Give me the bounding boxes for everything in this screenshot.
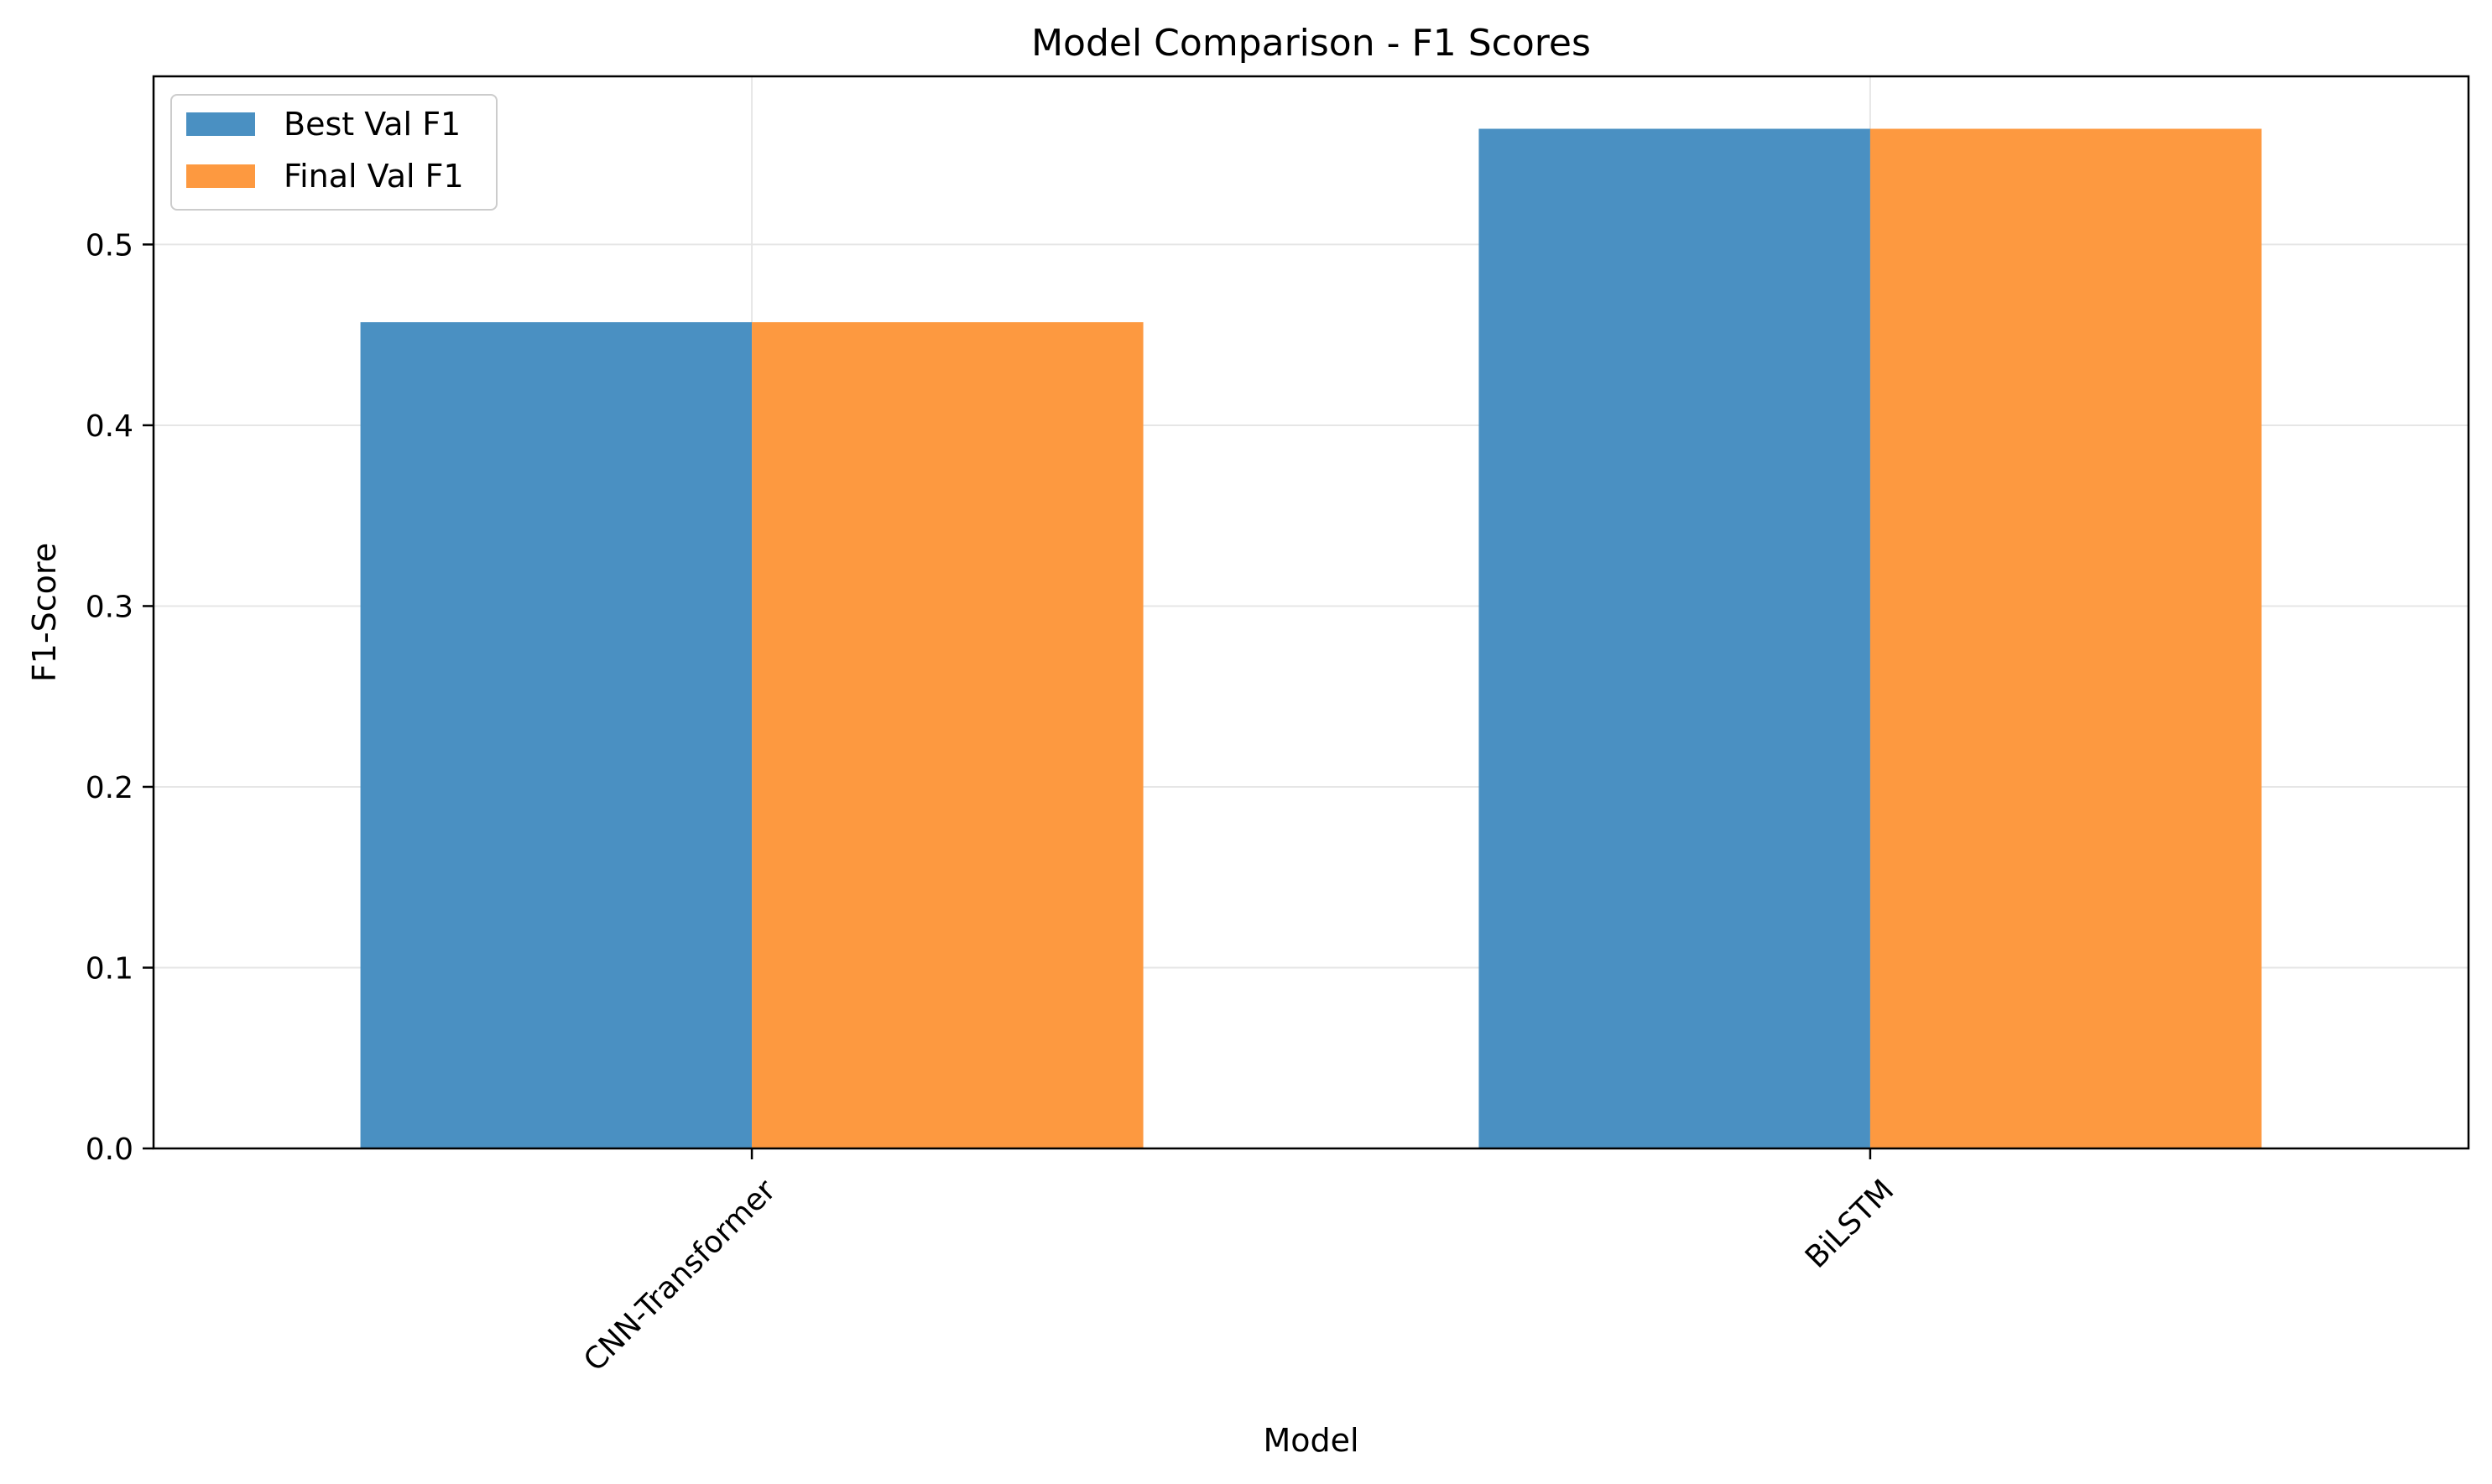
y-tick-label: 0.5 (86, 228, 133, 263)
legend-swatch-best-val-f1 (186, 112, 255, 136)
bar-best-val-f1-bilstm (1478, 128, 1870, 1149)
y-axis-ticks: 0.0 0.1 0.2 0.3 0.4 0.5 (86, 228, 154, 1167)
legend: Best Val F1 Final Val F1 (170, 94, 498, 211)
plot-frame (152, 75, 2470, 1150)
bar-final-val-f1-bilstm (1869, 128, 2262, 1149)
y-tick-label: 0.4 (86, 409, 133, 444)
chart-title: Model Comparison - F1 Scores (1031, 22, 1591, 65)
x-axis-label: Model (1263, 1422, 1358, 1459)
y-axis-label: F1-Score (26, 543, 63, 682)
legend-label-best-val-f1: Best Val F1 (284, 106, 461, 143)
legend-swatch-final-val-f1 (186, 164, 255, 188)
bar-final-val-f1-cnn-transformer (752, 322, 1144, 1148)
bar-best-val-f1-cnn-transformer (360, 322, 753, 1148)
y-tick-label: 0.0 (86, 1133, 133, 1167)
legend-label-final-val-f1: Final Val F1 (284, 158, 464, 195)
y-tick-label: 0.1 (86, 951, 133, 986)
bars (360, 128, 2262, 1149)
y-tick-label: 0.2 (86, 771, 133, 805)
y-tick-label: 0.3 (86, 590, 133, 624)
